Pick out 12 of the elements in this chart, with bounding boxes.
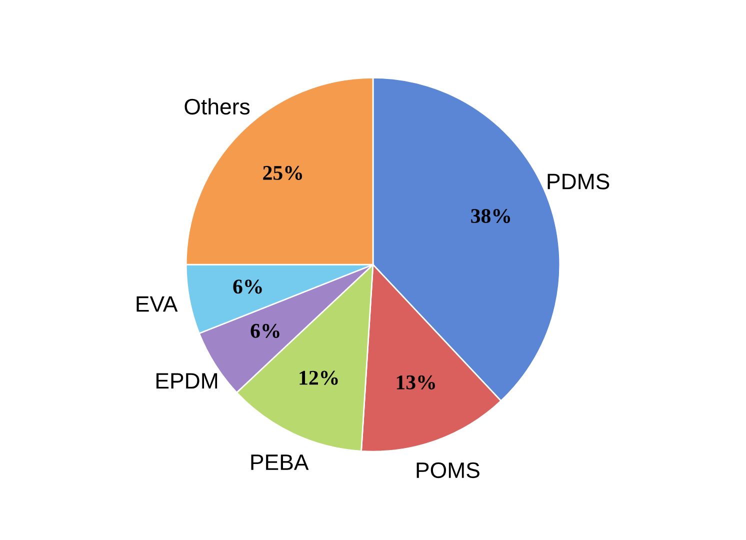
- slice-label: PEBA: [251, 454, 309, 470]
- data-label: 38%: [471, 208, 510, 224]
- slice-label: PDMS: [548, 174, 610, 190]
- data-label: 6%: [250, 324, 280, 338]
- data-label: 12%: [300, 370, 338, 385]
- data-label: 25%: [263, 166, 302, 180]
- slice-label: EVA: [136, 296, 178, 312]
- slice-label: Others: [184, 98, 250, 115]
- data-label: 6%: [233, 280, 262, 294]
- slice-label: EPDM: [156, 373, 218, 389]
- slice-label: POMS: [416, 462, 480, 478]
- data-label: 13%: [396, 375, 435, 390]
